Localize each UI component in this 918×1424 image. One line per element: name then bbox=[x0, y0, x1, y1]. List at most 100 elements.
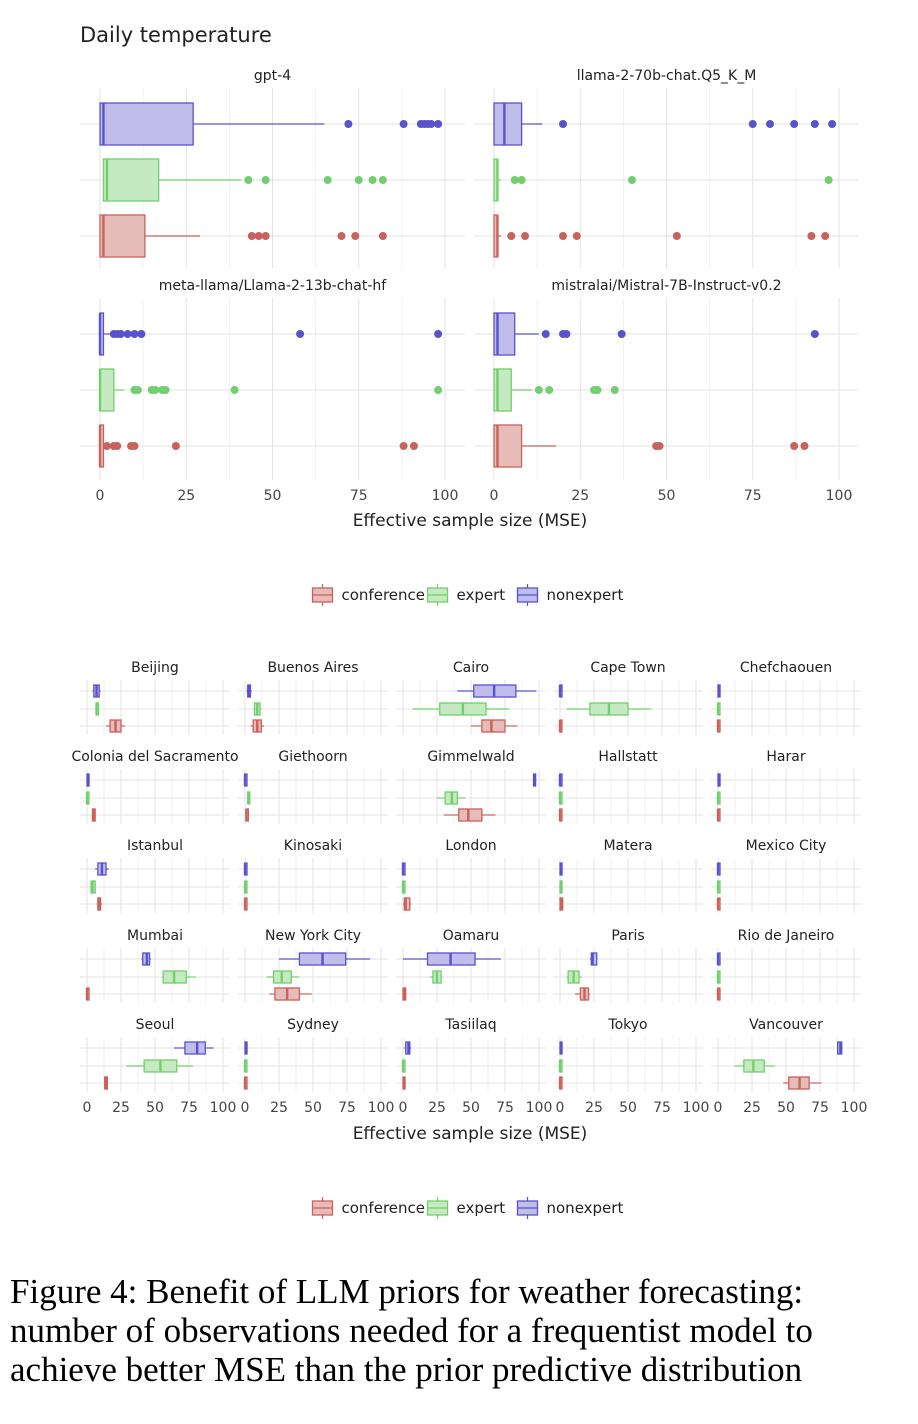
box-nonexpert bbox=[246, 684, 252, 698]
box-iqr bbox=[99, 102, 194, 146]
facet-title: Harar bbox=[766, 749, 805, 765]
facet-panel: Giethoorn bbox=[238, 749, 388, 824]
facet-title: mistralai/Mistral-7B-Instruct-v0.2 bbox=[551, 278, 781, 294]
x-tick-label: 0 bbox=[399, 1100, 408, 1116]
box-nonexpert bbox=[559, 1041, 563, 1055]
outlier-point bbox=[399, 120, 408, 128]
box-expert bbox=[253, 702, 262, 716]
box-conference bbox=[269, 987, 312, 1001]
legend-item-expert: expert bbox=[426, 584, 506, 606]
legend-item-nonexpert: nonexpert bbox=[516, 1197, 624, 1219]
box-conference bbox=[402, 1076, 406, 1090]
facet-panel: Seoul bbox=[80, 1017, 230, 1092]
x-tick-label: 0 bbox=[83, 1100, 92, 1116]
box-iqr bbox=[493, 312, 516, 356]
outlier-point bbox=[368, 176, 377, 184]
box-conference bbox=[716, 987, 721, 1001]
box-nonexpert bbox=[243, 773, 248, 787]
box-conference bbox=[243, 1076, 248, 1090]
box-nonexpert bbox=[279, 952, 371, 966]
facet-panel: Matera bbox=[553, 838, 703, 913]
box-conference bbox=[402, 987, 407, 1001]
legend-label: nonexpert bbox=[547, 1199, 624, 1217]
outlier-point bbox=[337, 232, 346, 240]
box-conference bbox=[243, 897, 248, 911]
outlier-point bbox=[409, 442, 418, 450]
outlier-point bbox=[593, 386, 602, 394]
outlier-point bbox=[130, 330, 139, 338]
box-expert bbox=[243, 880, 248, 894]
box-conference bbox=[106, 719, 126, 733]
box-expert bbox=[161, 970, 196, 984]
facet-panel: New York City bbox=[238, 928, 388, 1003]
facet-title: Matera bbox=[603, 838, 652, 854]
legend-item-conference: conference bbox=[311, 584, 425, 606]
legend-item-conference: conference bbox=[311, 1197, 425, 1219]
x-tick-label: 100 bbox=[841, 1100, 868, 1116]
outlier-point bbox=[821, 232, 830, 240]
facet-panel: Oamaru bbox=[396, 928, 546, 1003]
outlier-point bbox=[748, 120, 757, 128]
facet-title: Buenos Aires bbox=[267, 660, 358, 676]
facet-panel: Paris bbox=[553, 928, 703, 1003]
box-nonexpert bbox=[92, 684, 101, 698]
legend-item-expert: expert bbox=[426, 1197, 505, 1219]
x-tick-label: 50 bbox=[619, 1100, 637, 1116]
box-expert bbox=[493, 368, 619, 412]
box-conference bbox=[99, 214, 387, 258]
facet-panel: Cape Town bbox=[553, 660, 703, 735]
outlier-point bbox=[130, 442, 139, 450]
box-iqr bbox=[99, 368, 115, 412]
facet-title: Istanbul bbox=[127, 838, 183, 854]
outlier-point bbox=[824, 176, 833, 184]
legend-label: expert bbox=[457, 586, 506, 604]
box-nonexpert bbox=[559, 862, 563, 876]
outlier-point bbox=[354, 176, 363, 184]
x-tick-label: 100 bbox=[210, 1100, 237, 1116]
box-expert bbox=[266, 970, 300, 984]
outlier-point bbox=[151, 386, 160, 394]
box-expert bbox=[716, 702, 721, 716]
facet-panel: Tasiilaq bbox=[396, 1017, 546, 1092]
facet-title: Tokyo bbox=[607, 1017, 647, 1033]
facet-panel: gpt-4 bbox=[80, 68, 465, 268]
x-tick-label: 50 bbox=[304, 1100, 322, 1116]
facet-title: Paris bbox=[611, 928, 644, 944]
outlier-point bbox=[434, 386, 443, 394]
facet-title: gpt-4 bbox=[254, 68, 291, 84]
facet-panel: London bbox=[396, 838, 546, 913]
x-tick-label: 0 bbox=[556, 1100, 565, 1116]
x-tick-label: 75 bbox=[338, 1100, 356, 1116]
x-tick-label: 25 bbox=[428, 1100, 446, 1116]
outlier-point bbox=[572, 232, 581, 240]
outlier-point bbox=[810, 120, 819, 128]
x-tick-label: 75 bbox=[180, 1100, 198, 1116]
outlier-point bbox=[133, 386, 142, 394]
outlier-point bbox=[617, 330, 626, 338]
facet-title: New York City bbox=[265, 928, 361, 944]
box-expert bbox=[493, 158, 833, 202]
box-conference bbox=[85, 987, 90, 1001]
facet-panel: mistralai/Mistral-7B-Instruct-v0.2 bbox=[474, 278, 859, 480]
facet-panel: Vancouver bbox=[711, 1017, 861, 1092]
box-expert bbox=[558, 1059, 563, 1073]
box-conference bbox=[716, 719, 721, 733]
outlier-point bbox=[800, 442, 809, 450]
box-conference bbox=[471, 719, 518, 733]
box-conference bbox=[250, 719, 265, 733]
x-tick-label: 0 bbox=[96, 488, 105, 504]
box-nonexpert bbox=[716, 862, 721, 876]
outlier-point bbox=[807, 232, 816, 240]
facet-title: Colonia del Sacramento bbox=[71, 749, 238, 765]
outlier-point bbox=[254, 232, 263, 240]
outlier-point bbox=[810, 330, 819, 338]
box-conference bbox=[716, 808, 721, 822]
box-conference bbox=[574, 987, 590, 1001]
box-nonexpert bbox=[141, 952, 151, 966]
box-conference bbox=[104, 1076, 109, 1090]
facet-title: Hallstatt bbox=[598, 749, 658, 765]
box-expert bbox=[734, 1059, 776, 1073]
box-nonexpert bbox=[558, 773, 563, 787]
facet-panel: Chefchaouen bbox=[711, 660, 861, 735]
figure-canvas: Daily temperature gpt-4 llama-2-70b-chat.… bbox=[71, 23, 868, 1219]
